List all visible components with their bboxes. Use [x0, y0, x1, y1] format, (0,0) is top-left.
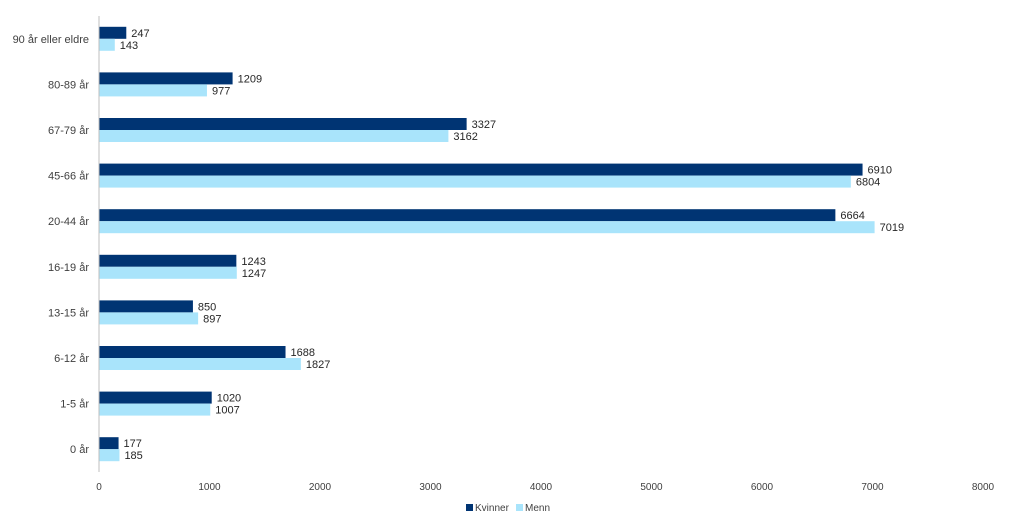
bar-kvinner — [99, 118, 467, 130]
bar-kvinner — [99, 437, 119, 450]
x-tick-label: 7000 — [861, 482, 884, 493]
data-label: 185 — [124, 450, 142, 462]
data-label: 1688 — [291, 347, 315, 359]
data-label: 247 — [131, 28, 149, 40]
data-label: 143 — [120, 40, 138, 52]
category-label: 90 år eller eldre — [13, 34, 89, 46]
x-tick-label: 6000 — [751, 482, 774, 493]
bar-kvinner — [99, 300, 193, 313]
category-label: 1-5 år — [60, 399, 89, 411]
category-label: 45-66 år — [48, 171, 89, 183]
bar-menn — [99, 449, 120, 462]
bar-kvinner — [99, 72, 233, 85]
x-tick-label: 8000 — [972, 482, 995, 493]
bar-kvinner — [99, 26, 127, 39]
legend-swatch-kvinner — [466, 504, 473, 511]
bar-menn — [99, 130, 449, 142]
data-label: 1020 — [217, 393, 241, 405]
category-label: 6-12 år — [54, 353, 89, 365]
data-label: 6664 — [840, 210, 864, 222]
x-tick-label: 2000 — [309, 482, 332, 493]
bar-kvinner — [99, 209, 836, 222]
data-label: 977 — [212, 85, 230, 97]
data-label: 850 — [198, 301, 216, 313]
data-label: 7019 — [880, 222, 904, 234]
legend: Kvinner Menn — [466, 503, 550, 514]
bar-menn — [99, 175, 851, 188]
legend-label-menn: Menn — [525, 503, 550, 514]
data-label: 1209 — [238, 73, 262, 85]
data-label: 1007 — [215, 405, 239, 417]
bar-menn — [99, 84, 207, 97]
legend-swatch-menn — [516, 504, 523, 511]
bar-kvinner — [99, 254, 237, 267]
data-label: 3162 — [453, 131, 477, 143]
x-tick-label: 3000 — [419, 482, 442, 493]
bar-menn — [99, 38, 115, 51]
data-label: 3327 — [472, 119, 496, 131]
bar-kvinner — [99, 163, 863, 176]
x-tick-label: 4000 — [530, 482, 553, 493]
category-label: 80-89 år — [48, 79, 89, 91]
x-tick-label: 5000 — [640, 482, 663, 493]
data-label: 1243 — [241, 256, 265, 268]
bar-menn — [99, 221, 875, 234]
bar-menn — [99, 266, 237, 279]
legend-label-kvinner: Kvinner — [475, 503, 510, 514]
category-label: 20-44 år — [48, 216, 89, 228]
category-labels: 90 år eller eldre 80-89 år 67-79 år 45-66 å… — [13, 34, 90, 456]
data-label: 1827 — [306, 359, 330, 371]
bar-menn — [99, 403, 211, 416]
bar-menn — [99, 312, 199, 325]
category-label: 0 år — [70, 444, 89, 456]
category-label: 67-79 år — [48, 125, 89, 137]
data-label: 177 — [124, 438, 142, 450]
category-label: 16-19 år — [48, 262, 89, 274]
bar-menn — [99, 358, 301, 370]
x-axis-ticks: 0 1000 2000 3000 4000 5000 6000 7000 8000 — [96, 482, 994, 493]
data-label: 897 — [203, 313, 221, 325]
bar-kvinner — [99, 346, 286, 358]
bar-kvinner — [99, 391, 212, 404]
data-label: 6804 — [856, 177, 880, 189]
category-label: 13-15 år — [48, 307, 89, 319]
data-label: 1247 — [242, 268, 266, 280]
data-label: 6910 — [868, 165, 892, 177]
x-tick-label: 0 — [96, 482, 102, 493]
x-tick-label: 1000 — [198, 482, 221, 493]
